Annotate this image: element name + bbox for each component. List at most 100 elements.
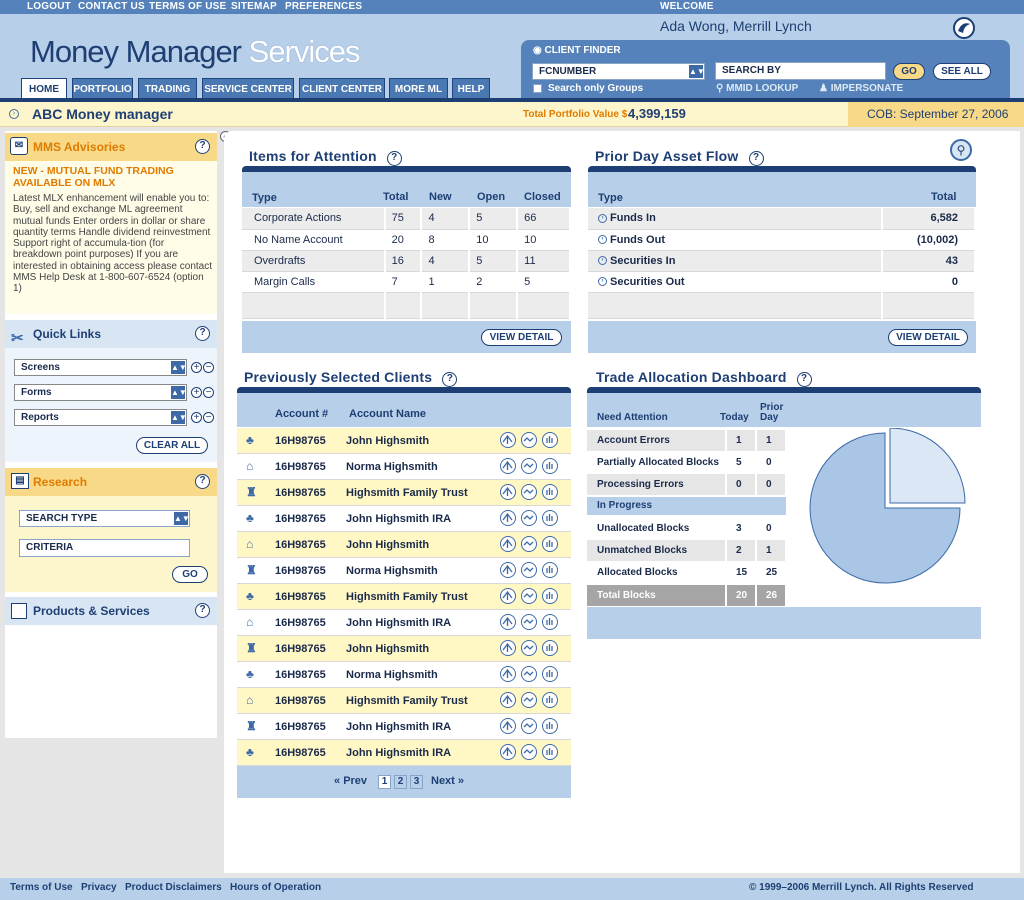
impersonate-link[interactable]: ♟ IMPERSONATE	[819, 83, 903, 94]
forms-select[interactable]: Forms ▲▼	[14, 384, 187, 401]
trade-row[interactable]: Processing Errors 0 0	[587, 474, 786, 496]
next-link[interactable]: Next »	[431, 775, 465, 787]
attention-row[interactable]: Margin Calls 7 1 2 5	[242, 271, 571, 293]
client-row[interactable]: ⌂ 16H98765 John Highsmith IRA	[237, 610, 571, 636]
hand-icon[interactable]	[542, 640, 558, 656]
hand-icon[interactable]	[542, 536, 558, 552]
add-screens-icon[interactable]: +	[191, 362, 202, 373]
handshake-icon[interactable]	[521, 432, 537, 448]
search-groups-checkbox[interactable]	[533, 84, 542, 93]
sitemap-link[interactable]: SITEMAP	[231, 1, 277, 12]
trade-row[interactable]: Unallocated Blocks 3 0	[587, 518, 786, 540]
handshake-icon[interactable]	[521, 744, 537, 760]
tab-home[interactable]: HOME	[21, 78, 67, 100]
attention-row[interactable]: Overdrafts 16 4 5 11	[242, 250, 571, 272]
tab-more-ml[interactable]: MORE ML	[389, 78, 448, 100]
hand-icon[interactable]	[542, 588, 558, 604]
logout-link[interactable]: LOGOUT	[27, 1, 71, 12]
hand-icon[interactable]	[542, 718, 558, 734]
hand-icon[interactable]	[542, 510, 558, 526]
hand-icon[interactable]	[542, 458, 558, 474]
hand-icon[interactable]	[542, 744, 558, 760]
prev-link[interactable]: « Prev	[334, 775, 368, 787]
trade-total-row[interactable]: Total Blocks 20 26	[587, 585, 786, 607]
client-row[interactable]: ♣ 16H98765 Highsmith Family Trust	[237, 584, 571, 610]
scales-icon[interactable]	[500, 666, 516, 682]
page-2-link[interactable]: 2	[394, 775, 407, 789]
scales-icon[interactable]	[500, 510, 516, 526]
magnifier-icon[interactable]: ⚲	[950, 139, 972, 161]
clear-all-button[interactable]: CLEAR ALL	[136, 437, 208, 454]
handshake-icon[interactable]	[521, 640, 537, 656]
trade-row[interactable]: Unmatched Blocks 2 1	[587, 540, 786, 562]
hand-icon[interactable]	[542, 484, 558, 500]
help-icon[interactable]: ?	[195, 326, 210, 341]
hand-icon[interactable]	[542, 666, 558, 682]
trade-row[interactable]: Allocated Blocks 15 25	[587, 562, 786, 584]
asset-flow-view-detail-button[interactable]: VIEW DETAIL	[888, 329, 968, 346]
help-icon[interactable]: ?	[748, 151, 764, 166]
client-row[interactable]: ♜ 16H98765 John Highsmith IRA	[237, 714, 571, 740]
help-icon[interactable]: ?	[796, 372, 812, 387]
handshake-icon[interactable]	[521, 536, 537, 552]
scales-icon[interactable]	[500, 744, 516, 760]
footer-privacy-link[interactable]: Privacy	[81, 882, 117, 893]
preferences-link[interactable]: PREFERENCES	[285, 1, 363, 12]
client-row[interactable]: ♣ 16H98765 John Highsmith IRA	[237, 506, 571, 532]
scales-icon[interactable]	[500, 536, 516, 552]
scales-icon[interactable]	[500, 692, 516, 708]
handshake-icon[interactable]	[521, 588, 537, 604]
tab-client-center[interactable]: CLIENT CENTER	[299, 78, 385, 100]
client-row[interactable]: ♣ 16H98765 John Highsmith IRA	[237, 740, 571, 766]
footer-disclaimers-link[interactable]: Product Disclaimers	[125, 882, 222, 893]
tab-service-center[interactable]: SERVICE CENTER	[202, 78, 294, 100]
trade-row[interactable]: Account Errors 1 1	[587, 430, 786, 452]
client-row[interactable]: ♜ 16H98765 John Highsmith	[237, 636, 571, 662]
scales-icon[interactable]	[500, 458, 516, 474]
handshake-icon[interactable]	[521, 666, 537, 682]
tab-trading[interactable]: TRADING	[138, 78, 197, 100]
page-1-link[interactable]: 1	[378, 775, 391, 789]
attention-row[interactable]: No Name Account 20 8 10 10	[242, 229, 571, 251]
handshake-icon[interactable]	[521, 458, 537, 474]
research-go-button[interactable]: GO	[172, 566, 208, 583]
handshake-icon[interactable]	[521, 562, 537, 578]
remove-screens-icon[interactable]: −	[203, 362, 214, 373]
reports-select[interactable]: Reports ▲▼	[14, 409, 187, 426]
handshake-icon[interactable]	[521, 484, 537, 500]
client-row[interactable]: ♜ 16H98765 Highsmith Family Trust	[237, 480, 571, 506]
client-finder-go-button[interactable]: GO	[893, 63, 925, 80]
screens-select[interactable]: Screens ▲▼	[14, 359, 187, 376]
client-row[interactable]: ⌂ 16H98765 Highsmith Family Trust	[237, 688, 571, 714]
scales-icon[interactable]	[500, 640, 516, 656]
tab-help[interactable]: HELP	[452, 78, 490, 100]
help-icon[interactable]: ?	[442, 372, 458, 387]
asset-flow-row[interactable]: › Securities In 43	[588, 250, 976, 272]
handshake-icon[interactable]	[521, 510, 537, 526]
client-row[interactable]: ♣ 16H98765 Norma Highsmith	[237, 662, 571, 688]
client-row[interactable]: ⌂ 16H98765 John Highsmith	[237, 532, 571, 558]
footer-terms-link[interactable]: Terms of Use	[10, 882, 73, 893]
asset-flow-row[interactable]: › Funds Out (10,002)	[588, 229, 976, 251]
handshake-icon[interactable]	[521, 692, 537, 708]
scales-icon[interactable]	[500, 614, 516, 630]
tab-portfolio[interactable]: PORTFOLIO	[72, 78, 133, 100]
scales-icon[interactable]	[500, 484, 516, 500]
client-row[interactable]: ♜ 16H98765 Norma Highsmith	[237, 558, 571, 584]
scales-icon[interactable]	[500, 562, 516, 578]
remove-forms-icon[interactable]: −	[203, 387, 214, 398]
criteria-input[interactable]: CRITERIA	[19, 539, 190, 557]
scales-icon[interactable]	[500, 588, 516, 604]
help-icon[interactable]: ?	[195, 474, 210, 489]
search-by-input[interactable]: SEARCH BY	[715, 62, 886, 80]
hand-icon[interactable]	[542, 432, 558, 448]
page-3-link[interactable]: 3	[410, 775, 423, 789]
handshake-icon[interactable]	[521, 718, 537, 734]
scales-icon[interactable]	[500, 718, 516, 734]
asset-flow-row[interactable]: › Funds In 6,582	[588, 208, 976, 230]
add-reports-icon[interactable]: +	[191, 412, 202, 423]
help-icon[interactable]: ?	[386, 151, 402, 166]
help-icon[interactable]: ?	[195, 603, 210, 618]
hand-icon[interactable]	[542, 614, 558, 630]
terms-of-use-link[interactable]: TERMS OF USE	[149, 1, 227, 12]
